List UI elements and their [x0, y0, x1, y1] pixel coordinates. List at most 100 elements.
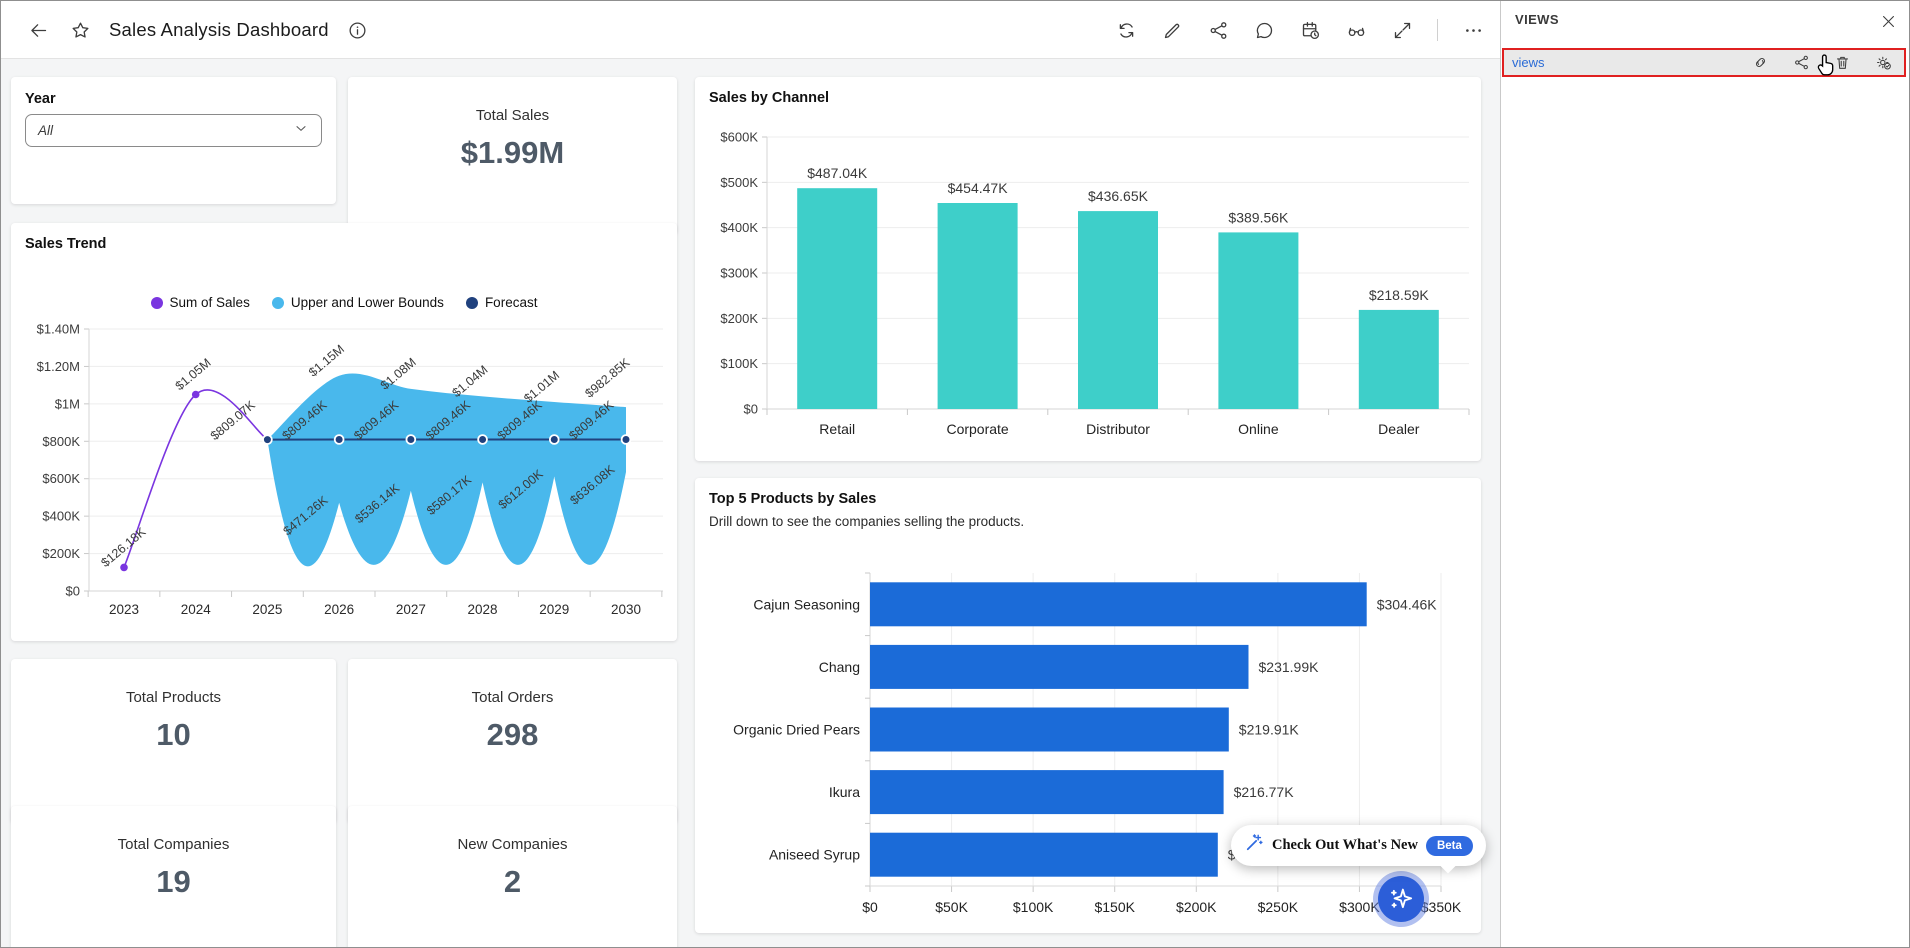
bar-value-label: $231.99K [1259, 659, 1320, 675]
data-label: $982.85K [582, 355, 633, 401]
bar-dealer[interactable] [1359, 310, 1439, 409]
category-label: Retail [819, 421, 855, 437]
chart-title: Sales Trend [25, 236, 106, 252]
bar-chang[interactable] [870, 645, 1249, 689]
sales-by-channel-card: Sales by Channel $0$100K$200K$300K$400K$… [695, 77, 1481, 461]
data-point[interactable] [622, 435, 631, 444]
bar-aniseed-syrup[interactable] [870, 833, 1218, 877]
svg-text:$250K: $250K [1258, 899, 1299, 915]
data-point[interactable] [263, 435, 272, 444]
year-dropdown[interactable]: All [25, 114, 322, 147]
whats-new-tooltip[interactable]: Check Out What's New Beta [1231, 825, 1486, 866]
data-point[interactable] [478, 435, 487, 444]
bar-retail[interactable] [797, 188, 877, 409]
beta-badge: Beta [1426, 836, 1473, 856]
kpi-value: 10 [156, 717, 190, 753]
kpi-value: 2 [504, 864, 521, 900]
svg-text:2028: 2028 [468, 602, 498, 617]
svg-text:2029: 2029 [539, 602, 569, 617]
legend-swatch [466, 297, 478, 309]
link-icon[interactable] [1747, 50, 1773, 76]
category-label: Corporate [946, 421, 1008, 437]
svg-text:2023: 2023 [109, 602, 139, 617]
refresh-icon[interactable] [1113, 17, 1139, 43]
svg-text:$1M: $1M [55, 396, 80, 411]
bar-distributor[interactable] [1078, 211, 1158, 409]
svg-text:$200K: $200K [1176, 899, 1217, 915]
close-icon[interactable] [1875, 8, 1901, 34]
view-as-glasses-icon[interactable] [1343, 17, 1369, 43]
magic-wand-icon [1244, 833, 1264, 858]
bar-value-label: $487.04K [807, 165, 868, 181]
settings-check-icon[interactable] [1870, 50, 1896, 76]
data-point[interactable] [550, 435, 559, 444]
kpi-new-companies-card: New Companies 2 [348, 806, 677, 948]
bar-value-label: $454.47K [948, 180, 1009, 196]
data-point[interactable] [120, 564, 128, 572]
svg-text:$600K: $600K [42, 471, 80, 486]
share-icon[interactable] [1205, 17, 1231, 43]
legend-label: Sum of Sales [170, 295, 250, 310]
legend-item-upper-and-lower-bounds[interactable]: Upper and Lower Bounds [272, 295, 444, 310]
bar-cajun-seasoning[interactable] [870, 582, 1367, 626]
year-dropdown-value: All [38, 123, 53, 138]
schedule-icon[interactable] [1297, 17, 1323, 43]
views-panel: VIEWS views [1500, 1, 1910, 947]
svg-text:2030: 2030 [611, 602, 641, 617]
bar-corporate[interactable] [938, 203, 1018, 409]
bar-ikura[interactable] [870, 770, 1224, 814]
data-label: $1.05M [173, 356, 214, 394]
svg-text:$150K: $150K [1094, 899, 1135, 915]
category-label: Dealer [1378, 421, 1420, 437]
edit-pencil-icon[interactable] [1159, 17, 1185, 43]
info-icon[interactable] [345, 17, 371, 43]
svg-text:2026: 2026 [324, 602, 354, 617]
bar-value-label: $218.59K [1369, 287, 1430, 303]
bar-value-label: $304.46K [1377, 596, 1438, 612]
chevron-down-icon [293, 120, 309, 141]
more-options-icon[interactable] [1460, 17, 1486, 43]
svg-text:$50K: $50K [935, 899, 968, 915]
toolbar-divider [1437, 19, 1438, 41]
trend-legend: Sum of Sales Upper and Lower Bounds Foreca… [11, 295, 677, 310]
svg-text:2027: 2027 [396, 602, 426, 617]
kpi-label: Total Products [126, 689, 221, 706]
data-point[interactable] [192, 391, 200, 399]
share-icon[interactable] [1788, 50, 1814, 76]
svg-text:$400K: $400K [720, 220, 758, 235]
bar-value-label: $436.65K [1088, 188, 1149, 204]
assistant-fab[interactable] [1378, 876, 1424, 922]
svg-text:$800K: $800K [42, 434, 80, 449]
kpi-value: 19 [156, 864, 190, 900]
svg-text:$500K: $500K [720, 175, 758, 190]
data-point[interactable] [406, 435, 415, 444]
year-filter-card: Year All [11, 77, 336, 204]
back-button[interactable] [25, 17, 51, 43]
views-list-item[interactable]: views [1502, 48, 1906, 77]
category-label: Ikura [829, 784, 860, 800]
kpi-total-products-card: Total Products 10 [11, 659, 336, 823]
legend-swatch [272, 297, 284, 309]
data-point[interactable] [335, 435, 344, 444]
category-label: Aniseed Syrup [769, 847, 860, 863]
header-toolbar [1113, 1, 1486, 59]
whats-new-label: Check Out What's New [1272, 837, 1418, 854]
svg-text:$300K: $300K [720, 266, 758, 281]
bar-online[interactable] [1218, 232, 1298, 409]
legend-item-forecast[interactable]: Forecast [466, 295, 538, 310]
svg-text:$300K: $300K [1339, 899, 1380, 915]
fullscreen-icon[interactable] [1389, 17, 1415, 43]
bar-organic-dried-pears[interactable] [870, 708, 1229, 752]
kpi-label: Total Sales [476, 107, 549, 124]
favorite-star-icon[interactable] [67, 17, 93, 43]
bar-value-label: $389.56K [1228, 209, 1289, 225]
kpi-label: New Companies [457, 836, 567, 853]
comment-icon[interactable] [1251, 17, 1277, 43]
legend-label: Upper and Lower Bounds [291, 295, 444, 310]
legend-item-sum-of-sales[interactable]: Sum of Sales [151, 295, 250, 310]
trash-icon[interactable] [1829, 50, 1855, 76]
views-panel-title: VIEWS [1515, 12, 1559, 27]
svg-text:$200K: $200K [720, 311, 758, 326]
svg-text:$1.20M: $1.20M [37, 359, 80, 374]
legend-label: Forecast [485, 295, 538, 310]
